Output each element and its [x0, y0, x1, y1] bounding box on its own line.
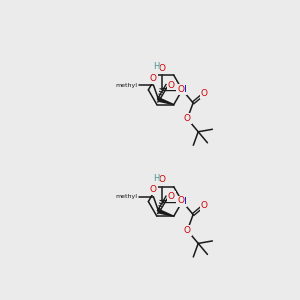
- Text: H: H: [153, 174, 160, 183]
- Text: O: O: [184, 226, 191, 235]
- Text: N: N: [179, 85, 186, 94]
- Text: methyl: methyl: [116, 194, 137, 199]
- Polygon shape: [158, 98, 174, 105]
- Text: O: O: [150, 74, 157, 83]
- Text: N: N: [179, 197, 186, 206]
- Text: O: O: [184, 114, 191, 123]
- Text: O: O: [150, 185, 157, 194]
- Text: O: O: [158, 64, 165, 73]
- Text: O: O: [168, 81, 175, 90]
- Text: O: O: [168, 192, 175, 201]
- Text: O: O: [177, 85, 184, 94]
- Text: O: O: [201, 89, 208, 98]
- Text: methyl: methyl: [116, 82, 137, 88]
- Text: H: H: [153, 62, 160, 71]
- Text: O: O: [177, 196, 184, 206]
- Text: O: O: [158, 175, 165, 184]
- Polygon shape: [158, 209, 174, 216]
- Text: O: O: [201, 201, 208, 210]
